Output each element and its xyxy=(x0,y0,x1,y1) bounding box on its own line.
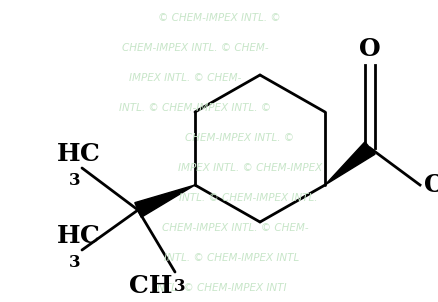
Text: CHEM-IMPEX INTL. © CHEM-: CHEM-IMPEX INTL. © CHEM- xyxy=(162,223,308,233)
Text: INTL. © CHEM-IMPEX INTL: INTL. © CHEM-IMPEX INTL xyxy=(164,253,300,263)
Text: INTL. © CHEM-IMPEX INTL. ©: INTL. © CHEM-IMPEX INTL. © xyxy=(119,103,271,113)
Text: C: C xyxy=(80,142,100,166)
Text: CHEM-IMPEX INTL. ©: CHEM-IMPEX INTL. © xyxy=(185,133,295,143)
Text: CHEM-IMPEX INTL. © CHEM-: CHEM-IMPEX INTL. © CHEM- xyxy=(122,43,268,53)
Text: © CHEM-IMPEX INTL. ©: © CHEM-IMPEX INTL. © xyxy=(158,13,280,23)
Text: 3: 3 xyxy=(174,278,186,295)
Text: INTL. © CHEM-IMPEX INTI: INTL. © CHEM-IMPEX INTI xyxy=(154,283,286,293)
Text: 3: 3 xyxy=(68,254,80,271)
Polygon shape xyxy=(135,185,195,217)
Text: O: O xyxy=(359,37,381,61)
Text: 3: 3 xyxy=(68,172,80,189)
Text: IMPEX INTL. © CHEM-IMPEX: IMPEX INTL. © CHEM-IMPEX xyxy=(178,163,322,173)
Polygon shape xyxy=(325,142,375,185)
Text: OH: OH xyxy=(424,173,438,197)
Text: IMPEX INTL. © CHEM-: IMPEX INTL. © CHEM- xyxy=(129,73,241,83)
Text: H: H xyxy=(57,142,80,166)
Text: INTL. © CHEM-IMPEX INTL.: INTL. © CHEM-IMPEX INTL. xyxy=(179,193,317,203)
Text: H: H xyxy=(57,224,80,248)
Text: C: C xyxy=(80,224,100,248)
Text: CH: CH xyxy=(130,274,173,298)
